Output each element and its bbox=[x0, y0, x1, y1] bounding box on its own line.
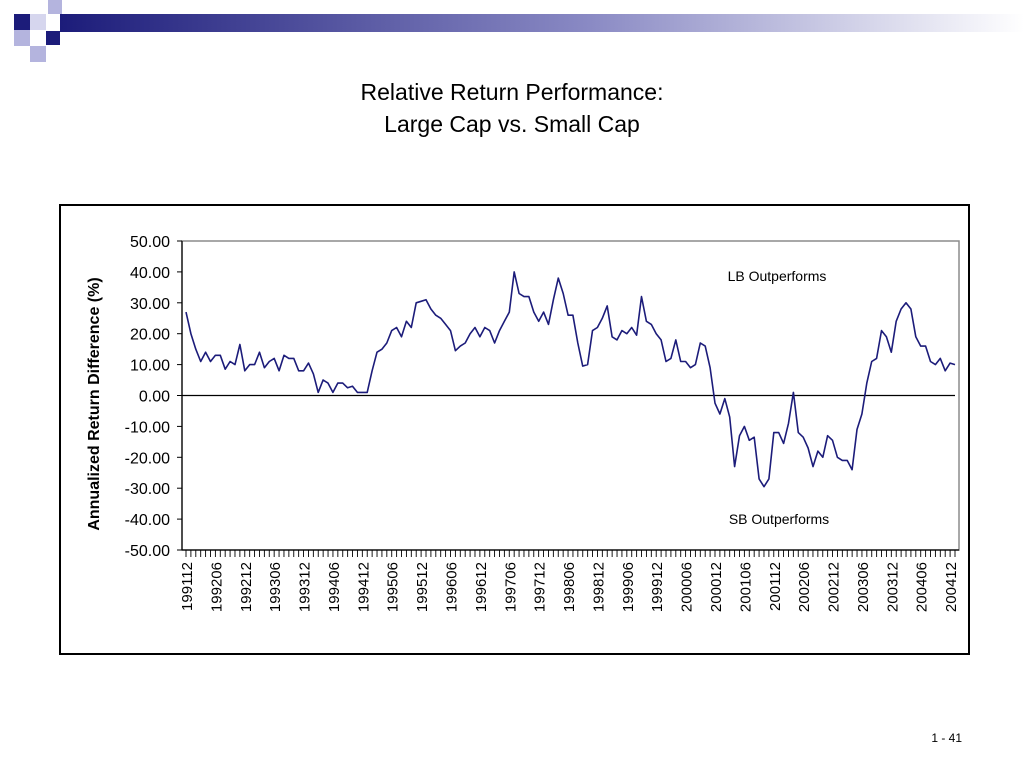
x-tick-label: 200312 bbox=[884, 562, 901, 612]
y-tick-label: -20.00 bbox=[125, 450, 170, 467]
x-tick-label: 200412 bbox=[943, 562, 960, 612]
slide-title-line-1: Relative Return Performance: bbox=[360, 79, 664, 105]
y-axis-label: Annualized Return Difference (%) bbox=[86, 277, 103, 530]
y-tick-label: 30.00 bbox=[130, 296, 170, 313]
x-tick-label: 200306 bbox=[855, 562, 872, 612]
deco-square bbox=[30, 46, 46, 62]
x-tick-label: 200106 bbox=[737, 562, 754, 612]
deco-square bbox=[46, 31, 60, 45]
x-tick-label: 199212 bbox=[238, 562, 255, 612]
y-tick-label: 10.00 bbox=[130, 358, 170, 375]
y-tick-label: -30.00 bbox=[125, 481, 170, 498]
x-tick-label: 199206 bbox=[208, 562, 225, 612]
y-tick-label: 0.00 bbox=[139, 389, 170, 406]
x-tick-label: 199706 bbox=[502, 562, 519, 612]
chart-frame bbox=[59, 204, 970, 655]
x-tick-label: 199312 bbox=[297, 562, 314, 612]
x-tick-label: 200112 bbox=[767, 562, 784, 611]
y-tick-label: -40.00 bbox=[125, 512, 170, 529]
y-tick-label: 50.00 bbox=[130, 234, 170, 251]
page-number: 1 - 41 bbox=[931, 731, 962, 745]
x-tick-label: 199812 bbox=[590, 562, 607, 612]
x-tick-label: 200406 bbox=[914, 562, 931, 612]
x-tick-label: 200212 bbox=[826, 562, 843, 612]
x-tick-label: 199912 bbox=[649, 562, 666, 612]
x-tick-label: 199412 bbox=[355, 562, 372, 612]
x-tick-label: 199406 bbox=[326, 562, 343, 612]
y-tick-label: 20.00 bbox=[130, 327, 170, 344]
x-tick-label: 199506 bbox=[385, 562, 402, 612]
x-tick-label: 199306 bbox=[267, 562, 284, 612]
x-tick-label: 200012 bbox=[708, 562, 725, 612]
annotation-sb-outperforms: SB Outperforms bbox=[729, 511, 829, 527]
x-tick-label: 199712 bbox=[532, 562, 549, 612]
y-tick-label: -50.00 bbox=[125, 543, 170, 560]
x-tick-label: 199512 bbox=[414, 562, 431, 612]
header-gradient-bar bbox=[60, 14, 1024, 32]
x-tick-label: 199806 bbox=[561, 562, 578, 612]
deco-square bbox=[14, 30, 30, 46]
y-tick-label: -10.00 bbox=[125, 419, 170, 436]
deco-square bbox=[14, 14, 30, 30]
x-tick-label: 199112 bbox=[179, 562, 196, 611]
x-tick-label: 200006 bbox=[679, 562, 696, 612]
deco-square bbox=[48, 0, 62, 14]
x-tick-label: 199612 bbox=[473, 562, 490, 612]
x-tick-label: 199606 bbox=[443, 562, 460, 612]
decorative-header-bar bbox=[14, 0, 1024, 62]
deco-square bbox=[30, 14, 46, 30]
annotation-lb-outperforms: LB Outperforms bbox=[728, 268, 827, 284]
line-chart: Annualized Return Difference (%) LB Outp… bbox=[86, 234, 960, 612]
x-tick-label: 200206 bbox=[796, 562, 813, 612]
slide-title-line-2: Large Cap vs. Small Cap bbox=[384, 111, 640, 137]
x-tick-label: 199906 bbox=[620, 562, 637, 612]
y-tick-label: 40.00 bbox=[130, 265, 170, 282]
series-line bbox=[185, 271, 956, 488]
